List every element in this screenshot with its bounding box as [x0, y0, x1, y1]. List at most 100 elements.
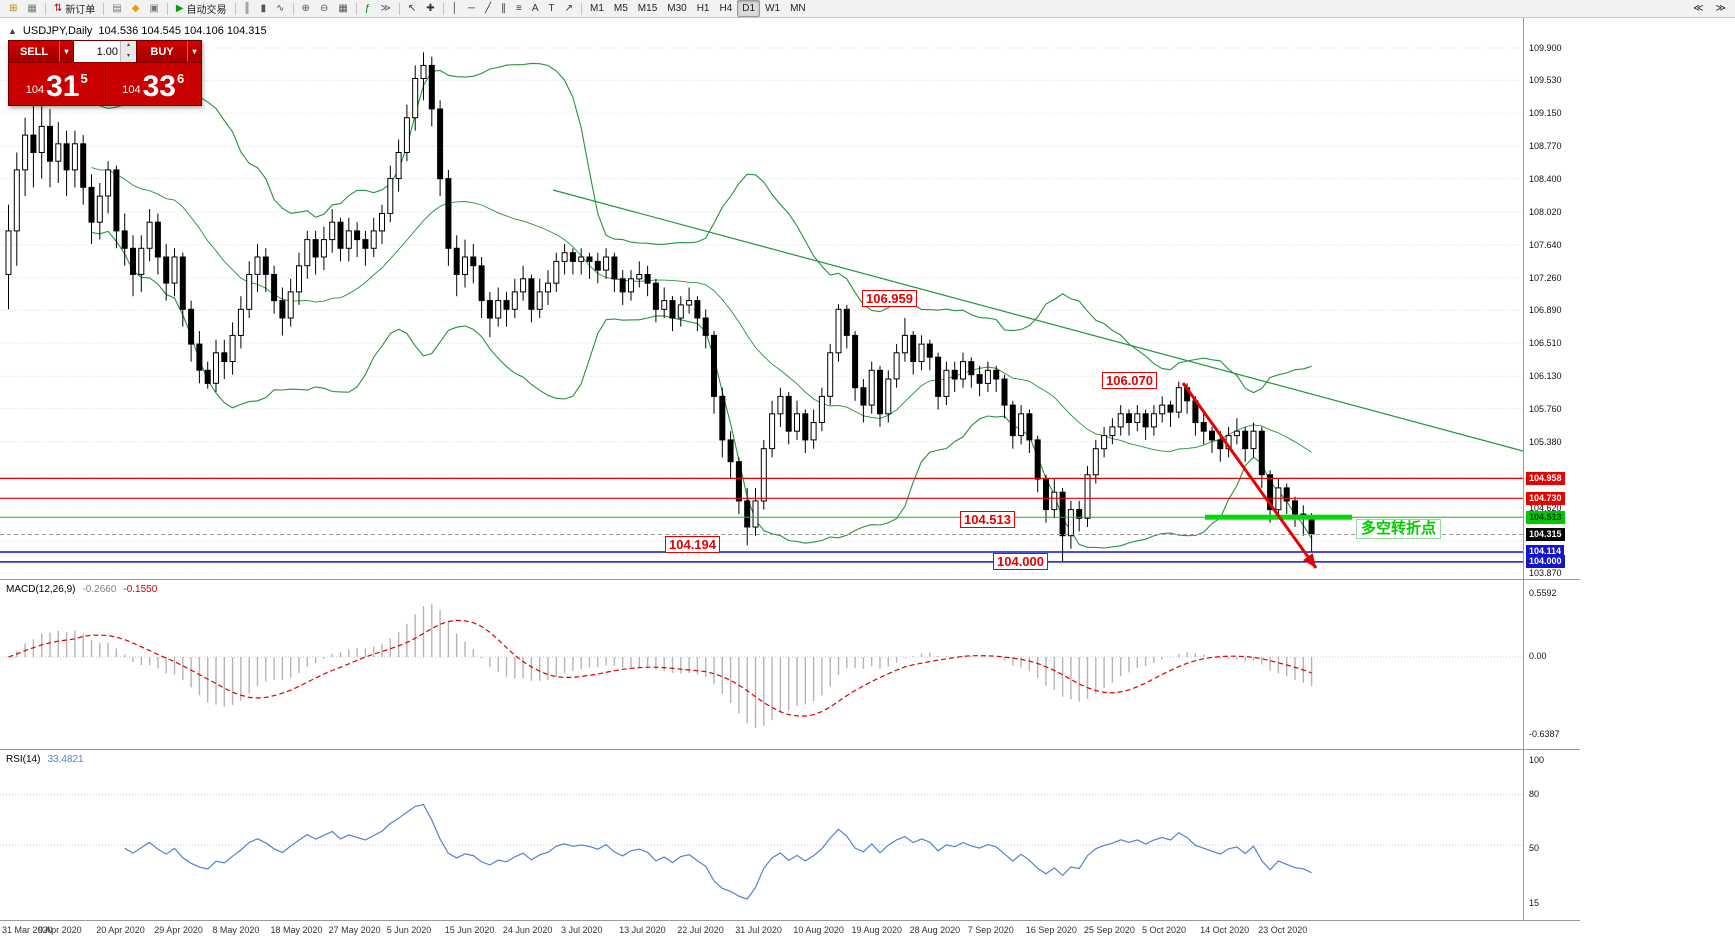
indicators-icon[interactable]: ƒ	[360, 0, 376, 17]
price-divider	[104, 63, 106, 105]
timeframe-h4[interactable]: H4	[715, 0, 738, 17]
rsi-label: RSI(14) 33.4821	[4, 754, 86, 765]
macd-rsi-separator[interactable]	[0, 749, 1580, 750]
timeframe-mn[interactable]: MN	[785, 0, 811, 17]
autotrading-button[interactable]: ▶ 自动交易	[171, 0, 232, 17]
price-annotation[interactable]: 106.070	[1102, 372, 1157, 389]
cursor-icon[interactable]: ↖	[403, 0, 421, 17]
toolbar-separator	[234, 2, 236, 15]
collapse-trade-panel-icon[interactable]: ▲	[8, 26, 17, 36]
macd-main-value: -0.2660	[82, 584, 117, 595]
auto-scroll-icon[interactable]: ≫	[375, 0, 395, 17]
candlesticks	[5, 52, 1315, 562]
volume-up-icon[interactable]: ▴	[121, 41, 136, 52]
time-axis[interactable]: 31 Mar 2020 9 Apr 2020 20 Apr 2020 29 Apr 2…	[0, 921, 1523, 941]
timeframe-d1-label: D1	[742, 3, 756, 14]
fibonacci-icon[interactable]: ≡	[511, 0, 527, 17]
price-tick: 108.020	[1529, 207, 1562, 217]
arrows-icon[interactable]: ↗	[560, 0, 578, 17]
macd-axis-value: -0.6387	[1529, 729, 1560, 739]
rsi-indicator-canvas[interactable]	[0, 750, 1523, 920]
timeframe-m1[interactable]: M1	[585, 0, 609, 17]
price-annotation[interactable]: 104.194	[665, 536, 720, 553]
horizontal-level-lines[interactable]	[0, 477, 1523, 563]
zoom-in-icon[interactable]: ⊕	[297, 0, 315, 17]
date-label: 7 Sep 2020	[967, 925, 1014, 935]
trendline-icon-glyph: ╱	[484, 2, 491, 14]
buy-button[interactable]: BUY ▾	[137, 41, 201, 62]
candlestick-chart-icon[interactable]: ▮	[256, 0, 272, 17]
timeframe-m15[interactable]: M15	[633, 0, 662, 17]
timeframe-w1-label: W1	[765, 3, 781, 14]
rsi-name: RSI(14)	[6, 754, 41, 765]
buy-price[interactable]: 104 33 6	[106, 63, 202, 105]
volume-down-icon[interactable]: ▾	[121, 51, 136, 62]
line-chart-icon[interactable]: ∿	[271, 0, 289, 17]
descending-trendline[interactable]	[552, 189, 1523, 452]
autotrading-button-label: 自动交易	[186, 5, 227, 16]
sell-button-label: SELL	[19, 45, 49, 58]
bollinger-bands	[91, 62, 1313, 549]
market-watch-icon[interactable]: ▤	[107, 0, 126, 17]
mql5-community-icon[interactable]: ◆	[127, 0, 145, 17]
date-label: 10 Aug 2020	[793, 925, 844, 935]
date-label: 29 Apr 2020	[154, 925, 203, 935]
price-tick: 104.620	[1529, 503, 1562, 513]
buy-price-big: 33	[142, 70, 176, 103]
timeframe-d1[interactable]: D1	[737, 0, 761, 17]
new-order-button[interactable]: ⇅ 新订单	[49, 0, 100, 17]
chart-symbol-label: USDJPY,Daily	[22, 25, 93, 37]
price-tick: 107.260	[1529, 273, 1562, 283]
price-tick: 105.760	[1529, 404, 1562, 414]
macd-indicator-canvas[interactable]	[0, 580, 1523, 749]
horizontal-line-icon[interactable]: ─	[463, 0, 480, 17]
main-macd-separator[interactable]	[0, 579, 1580, 580]
price-tick: 103.870	[1529, 568, 1562, 578]
rsi-timeaxis-separator[interactable]	[0, 920, 1580, 921]
date-label: 9 Apr 2020	[38, 925, 82, 935]
cursor-icon-glyph: ↖	[407, 2, 417, 14]
sell-price[interactable]: 104 31 5	[9, 63, 105, 105]
text-icon[interactable]: A	[527, 0, 544, 17]
date-label: 28 Aug 2020	[909, 925, 961, 935]
price-axis-border	[1523, 18, 1524, 921]
scroll-left-icon[interactable]: ≪	[1693, 3, 1704, 14]
price-tick: 109.150	[1529, 108, 1562, 118]
timeframe-w1[interactable]: W1	[760, 0, 785, 17]
trendline-icon[interactable]: ╱	[480, 0, 496, 17]
crosshair-icon[interactable]: ✚	[421, 0, 439, 17]
toolbar-separator	[398, 2, 400, 15]
date-label: 18 May 2020	[270, 925, 323, 935]
tile-windows-icon[interactable]: ▦	[333, 0, 352, 17]
rsi-axis-value: 80	[1529, 789, 1540, 799]
sell-arrow[interactable]	[1181, 382, 1318, 569]
timeframe-mn-label: MN	[790, 3, 806, 14]
sell-button[interactable]: SELL ▾	[9, 41, 73, 62]
timeframe-h1[interactable]: H1	[692, 0, 715, 17]
date-label: 3 Jul 2020	[561, 925, 603, 935]
text-label-icon[interactable]: T	[543, 0, 559, 17]
turning-point-note[interactable]: 多空转折点	[1356, 519, 1442, 539]
scroll-right-icon[interactable]: ≫	[1715, 3, 1726, 14]
price-annotation[interactable]: 106.959	[862, 290, 917, 307]
price-chart-canvas[interactable]	[0, 18, 1523, 579]
data-window-icon[interactable]: ▣	[144, 0, 163, 17]
vertical-line-icon[interactable]: │	[447, 0, 463, 17]
price-axis[interactable]: 109.900 109.530 109.150 108.770 108.400 108.0…	[1524, 18, 1584, 921]
chart-profiles-icon[interactable]: ▦	[22, 0, 41, 17]
timeframe-m30[interactable]: M30	[662, 0, 691, 17]
sell-options-caret-icon[interactable]: ▾	[59, 41, 73, 62]
price-annotation[interactable]: 104.000	[993, 553, 1048, 570]
timeframe-m5[interactable]: M5	[609, 0, 633, 17]
price-annotation[interactable]: 104.513	[960, 511, 1015, 528]
channel-icon[interactable]: ∥	[496, 0, 511, 17]
date-label: 22 Jul 2020	[677, 925, 724, 935]
volume-input[interactable]	[74, 41, 120, 62]
price-badge-104.114: 104.114	[1526, 545, 1565, 558]
new-chart-icon[interactable]: ⊞	[4, 0, 22, 17]
buy-options-caret-icon[interactable]: ▾	[187, 41, 201, 62]
zoom-out-icon[interactable]: ⊖	[315, 0, 333, 17]
bar-chart-icon[interactable]: ║	[239, 0, 256, 17]
